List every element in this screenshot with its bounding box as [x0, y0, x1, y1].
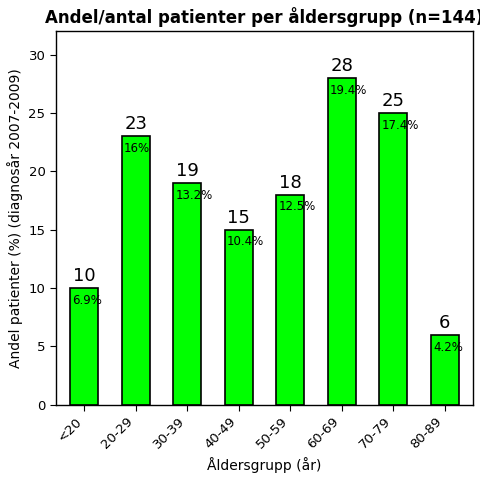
Y-axis label: Andel patienter (%) (diagnosår 2007-2009): Andel patienter (%) (diagnosår 2007-2009…: [7, 68, 23, 368]
Text: 6.9%: 6.9%: [72, 294, 103, 307]
Text: 15: 15: [227, 209, 250, 227]
Text: 6: 6: [439, 314, 450, 332]
Text: 13.2%: 13.2%: [176, 189, 213, 202]
Text: 23: 23: [124, 115, 147, 133]
Text: 17.4%: 17.4%: [382, 119, 419, 132]
Text: 10: 10: [73, 267, 96, 285]
Text: 12.5%: 12.5%: [278, 201, 316, 214]
X-axis label: Åldersgrupp (år): Åldersgrupp (år): [207, 457, 322, 473]
Bar: [327, 78, 356, 405]
Text: 19: 19: [176, 162, 199, 180]
Text: 19.4%: 19.4%: [330, 84, 368, 97]
Text: 10.4%: 10.4%: [227, 236, 264, 249]
Text: 4.2%: 4.2%: [433, 340, 463, 354]
Bar: [276, 195, 304, 405]
Bar: [379, 113, 408, 405]
Bar: [225, 229, 253, 405]
Text: 18: 18: [279, 174, 301, 192]
Bar: [121, 136, 150, 405]
Text: 28: 28: [330, 57, 353, 75]
Bar: [70, 288, 98, 405]
Bar: [173, 183, 202, 405]
Text: 16%: 16%: [124, 142, 150, 155]
Text: 25: 25: [382, 92, 405, 110]
Title: Andel/antal patienter per åldersgrupp (n=144): Andel/antal patienter per åldersgrupp (n…: [45, 7, 480, 27]
Bar: [431, 335, 459, 405]
